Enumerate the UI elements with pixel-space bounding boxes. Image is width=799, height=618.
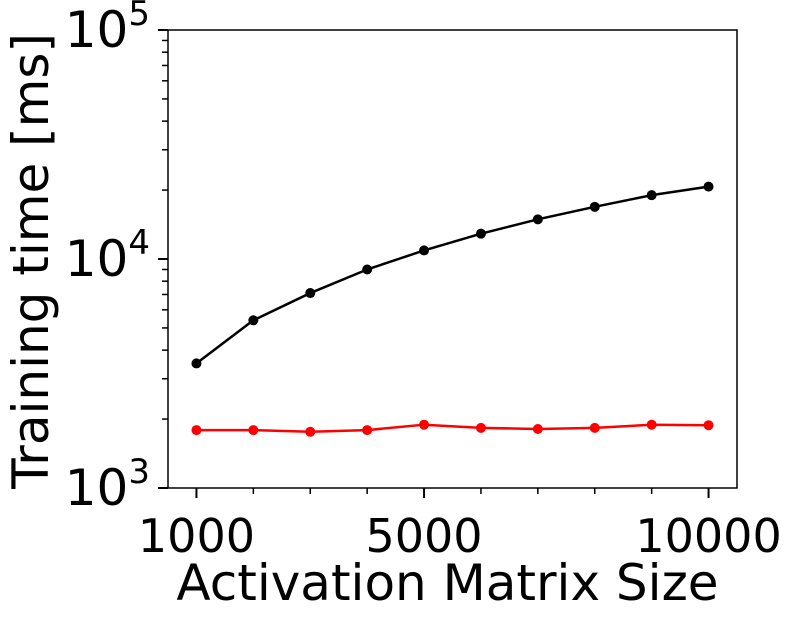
red-series-line	[196, 423, 709, 434]
x-tick-label: 5000	[366, 509, 483, 563]
red-series-point	[532, 423, 543, 434]
red-series-point	[248, 425, 259, 436]
black-series-point	[703, 181, 714, 192]
plot-area-frame	[167, 29, 738, 489]
red-series-point	[475, 422, 486, 433]
red-series-point	[305, 426, 316, 437]
red-series-point	[703, 420, 714, 431]
y-ticks: 103 104 105	[65, 0, 168, 517]
black-series-point	[362, 264, 373, 275]
red-series-point	[191, 425, 202, 436]
red-series-point	[646, 419, 657, 430]
black-series-point	[589, 201, 600, 212]
y-axis-title: Training time [ms]	[2, 33, 60, 490]
red-series-point	[589, 422, 600, 433]
black-series-line	[195, 185, 709, 365]
black-series-point	[646, 190, 657, 201]
black-series-point	[248, 315, 259, 326]
x-axis-title: Activation Matrix Size	[176, 554, 718, 612]
red-series-point	[362, 425, 373, 436]
black-series-point	[532, 214, 543, 225]
y-minor-ticks	[162, 39, 168, 420]
y-tick-label: 105	[65, 0, 150, 59]
series-layer	[191, 181, 714, 437]
red-series-point	[419, 419, 430, 430]
x-tick-label: 1000	[138, 509, 255, 563]
black-series-point	[305, 288, 316, 299]
black-series-point	[419, 245, 430, 256]
x-ticks: 1000 5000 10000	[138, 488, 782, 563]
black-series-point	[191, 358, 202, 369]
black-series-point	[475, 228, 486, 239]
x-tick-label: 10000	[635, 509, 781, 563]
y-tick-label: 103	[65, 452, 150, 517]
y-tick-label: 104	[65, 223, 150, 288]
